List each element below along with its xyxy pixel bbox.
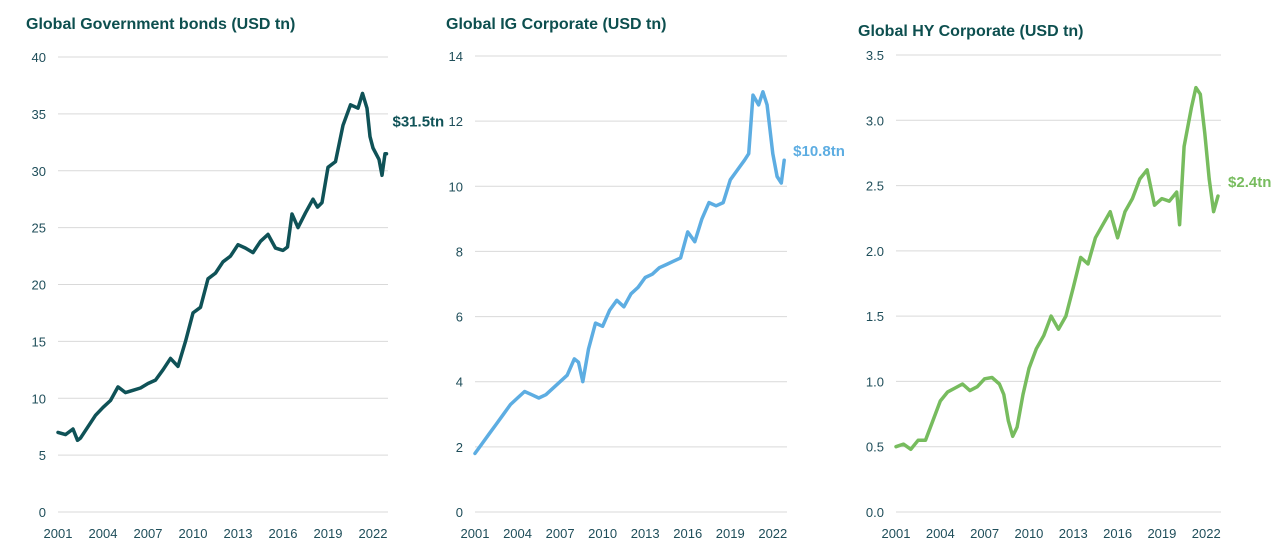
- x-tick-label: 2010: [179, 526, 208, 541]
- chart-panel-government: Global Government bonds (USD tn) 0 5 10 15 2…: [0, 0, 445, 556]
- y-tick-label: 14: [449, 49, 463, 64]
- x-tick-label: 2013: [224, 526, 253, 541]
- chart-title: Global IG Corporate (USD tn): [446, 16, 667, 33]
- x-tick-label: 2016: [1103, 526, 1132, 541]
- x-tick-label: 2019: [314, 526, 343, 541]
- chart-svg: 0 5 10 15 20 25 30 35 40 2001 2004 2007 2010 2013 2016…: [32, 50, 445, 541]
- y-tick-label: 5: [39, 448, 46, 463]
- x-tick-label: 2007: [970, 526, 999, 541]
- x-tick-label: 2007: [134, 526, 163, 541]
- y-tick-label: 6: [456, 310, 463, 325]
- x-tick-label: 2013: [1059, 526, 1088, 541]
- y-tick-label: 3.0: [866, 113, 884, 128]
- y-tick-label: 1.5: [866, 309, 884, 324]
- y-tick-label: 4: [456, 375, 463, 390]
- y-tick-label: 2.0: [866, 244, 884, 259]
- chart-title: Global HY Corporate (USD tn): [858, 23, 1084, 40]
- end-value-label: $10.8tn: [793, 143, 845, 160]
- y-tick-label: 10: [32, 391, 46, 406]
- y-tick-label: 30: [32, 164, 46, 179]
- y-tick-label: 15: [32, 334, 46, 349]
- x-tick-label: 2010: [588, 526, 617, 541]
- x-tick-label: 2010: [1014, 526, 1043, 541]
- x-tick-label: 2001: [882, 526, 911, 541]
- x-tick-label: 2001: [44, 526, 73, 541]
- y-tick-label: 35: [32, 107, 46, 122]
- y-tick-label: 10: [449, 179, 463, 194]
- y-tick-label: 20: [32, 278, 46, 293]
- x-tick-label: 2004: [89, 526, 118, 541]
- x-tick-label: 2019: [716, 526, 745, 541]
- x-tick-label: 2022: [758, 526, 787, 541]
- y-tick-label: 3.5: [866, 48, 884, 63]
- y-tick-label: 1.0: [866, 374, 884, 389]
- series-line: [473, 90, 786, 456]
- x-tick-label: 2022: [1192, 526, 1221, 541]
- x-tick-label: 2016: [673, 526, 702, 541]
- x-tick-label: 2016: [269, 526, 298, 541]
- y-tick-label: 2.5: [866, 179, 884, 194]
- y-tick-label: 0: [39, 505, 46, 520]
- end-value-label: $31.5tn: [393, 114, 445, 131]
- series-line: [894, 85, 1220, 452]
- y-tick-label: 40: [32, 50, 46, 65]
- series-line: [56, 91, 389, 443]
- y-tick-label: 25: [32, 221, 46, 236]
- y-tick-label: 8: [456, 244, 463, 259]
- y-tick-label: 0.5: [866, 440, 884, 455]
- x-tick-label: 2022: [359, 526, 388, 541]
- x-tick-label: 2004: [926, 526, 955, 541]
- y-tick-label: 2: [456, 440, 463, 455]
- x-tick-label: 2004: [503, 526, 532, 541]
- chart-svg: 0.0 0.5 1.0 1.5 2.0 2.5 3.0 3.5 2001 2004 2007 2010…: [866, 48, 1271, 541]
- end-value-label: $2.4tn: [1228, 174, 1271, 191]
- x-tick-label: 2007: [546, 526, 575, 541]
- x-tick-label: 2019: [1147, 526, 1176, 541]
- y-tick-label: 12: [449, 114, 463, 129]
- x-tick-label: 2001: [461, 526, 490, 541]
- chart-panel-hy-corporate: Global HY Corporate (USD tn) 0.0 0.5 1.0 1.…: [855, 0, 1280, 556]
- chart-title: Global Government bonds (USD tn): [26, 16, 296, 33]
- y-tick-label: 0.0: [866, 505, 884, 520]
- chart-svg: 0 2 4 6 8 10 12 14 2001 2004 2007 2010 2013 2016 2019 2…: [449, 49, 845, 541]
- chart-panel-ig-corporate: Global IG Corporate (USD tn) 0 2 4 6 8 10 12 14…: [430, 0, 855, 556]
- y-tick-label: 0: [456, 505, 463, 520]
- x-tick-label: 2013: [631, 526, 660, 541]
